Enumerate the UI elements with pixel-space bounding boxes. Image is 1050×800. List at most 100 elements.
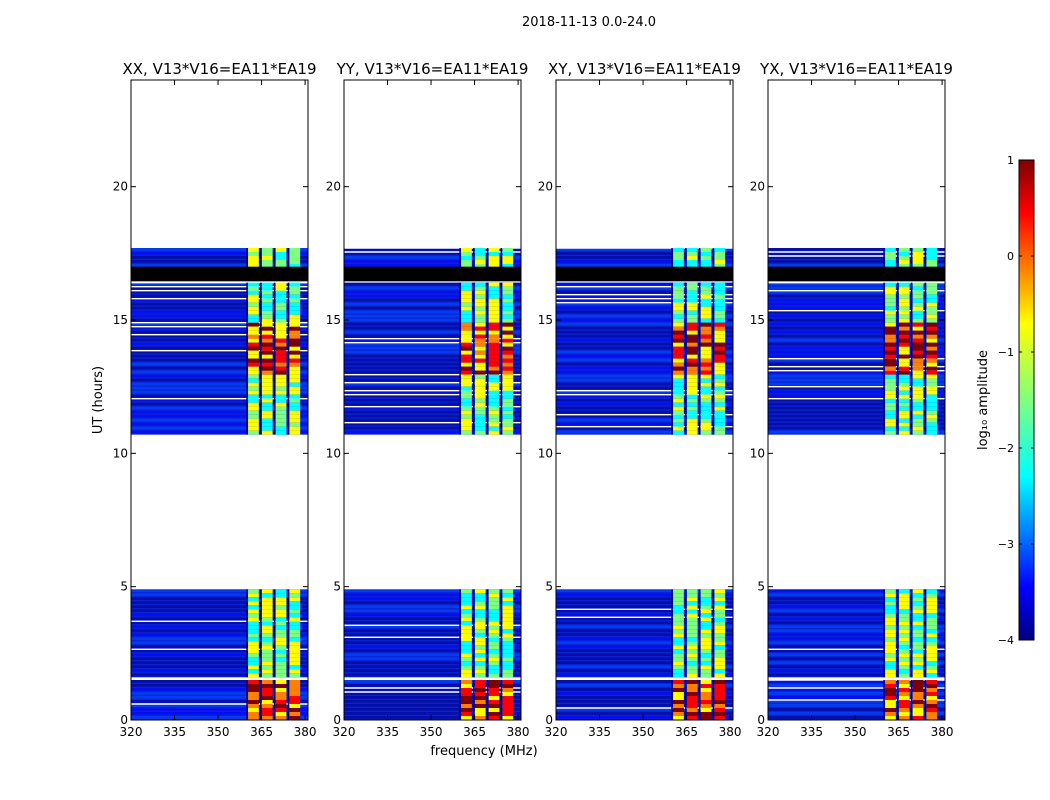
rfi-cell (686, 342, 698, 347)
rfi-cell (474, 410, 486, 415)
noise-strip (556, 350, 733, 354)
noise-strip (556, 629, 733, 633)
rfi-cell (289, 290, 301, 295)
rfi-cell (912, 342, 924, 347)
noise-strip (556, 696, 733, 699)
rfi-cell (700, 286, 712, 291)
rfi-cell (898, 653, 910, 658)
noise-strip (131, 601, 308, 605)
rfi-cell (248, 260, 259, 264)
rfi-cell (673, 629, 684, 634)
noise-strip (768, 645, 945, 649)
rfi-cell (898, 688, 910, 692)
rfi-cell (686, 390, 698, 395)
rfi-cell (700, 593, 712, 598)
rfi-cell (289, 378, 301, 383)
y-tick-label: 5 (757, 580, 765, 594)
rfi-cell (461, 700, 472, 704)
rfi-cell (700, 390, 712, 395)
noise-strip (344, 633, 521, 637)
noise-strip (344, 286, 521, 290)
rfi-cell (714, 294, 726, 299)
rfi-cell (926, 426, 938, 431)
rfi-cell (248, 418, 259, 423)
rfi-cell (289, 394, 301, 399)
rfi-cell (275, 653, 287, 658)
noise-strip (556, 256, 733, 259)
rfi-cell (488, 334, 500, 339)
noise-strip (131, 366, 308, 370)
axes-frame (555, 79, 734, 721)
rfi-cell (912, 318, 924, 323)
rfi-cell (248, 414, 259, 419)
rfi-cell (926, 248, 938, 252)
rfi-cell (502, 302, 514, 307)
noise-strip (131, 398, 308, 402)
rfi-cell (488, 426, 500, 431)
noise-strip (131, 692, 308, 695)
rfi-cell (926, 629, 938, 634)
rfi-cell (261, 617, 273, 622)
rfi-cell (912, 314, 924, 319)
rfi-cell (686, 402, 698, 407)
rfi-cell (488, 597, 500, 602)
rfi-cell (885, 326, 896, 331)
noise-strip (768, 256, 945, 259)
rfi-cell (714, 617, 726, 622)
rfi-cell (898, 410, 910, 415)
noise-strip (556, 589, 733, 593)
x-tick-label: 320 (545, 725, 568, 739)
rfi-cell (275, 613, 287, 618)
rfi-cell (261, 318, 273, 323)
rfi-cell (488, 605, 500, 610)
rfi-cell (488, 692, 500, 696)
noise-strip (344, 314, 521, 318)
rfi-cell (488, 302, 500, 307)
y-tick-label: 15 (326, 313, 341, 327)
rfi-cell (714, 302, 726, 307)
rfi-cell (885, 696, 896, 700)
rfi-cell (686, 692, 698, 696)
rfi-cell (885, 621, 896, 626)
noise-strip (768, 402, 945, 406)
rfi-cell (275, 684, 287, 688)
rfi-cell (926, 601, 938, 606)
rfi-cell (261, 260, 273, 264)
rfi-cell (248, 382, 259, 387)
rfi-cell (275, 673, 287, 678)
rfi-cell (926, 410, 938, 415)
rfi-cell (248, 350, 259, 355)
rfi-cell (275, 330, 287, 335)
rfi-cell (289, 362, 301, 367)
noise-strip (556, 402, 733, 406)
rfi-cell (885, 669, 896, 674)
noise-strip (768, 680, 945, 683)
rfi-cell (912, 605, 924, 610)
rfi-cell (686, 264, 698, 268)
rfi-cell (502, 370, 514, 375)
rfi-cell (714, 589, 726, 594)
rfi-cell (700, 704, 712, 708)
noise-strip (131, 330, 308, 334)
noise-strip (556, 358, 733, 362)
noise-strip (344, 696, 521, 699)
noise-strip (768, 649, 945, 653)
noise-strip (556, 669, 733, 673)
rfi-cell (700, 406, 712, 411)
noise-strip (768, 354, 945, 358)
rfi-cell (673, 334, 684, 339)
rfi-cell (912, 621, 924, 626)
rfi-cell (502, 282, 514, 287)
rfi-cell (714, 374, 726, 379)
rfi-cell (289, 684, 301, 688)
noise-strip (344, 248, 521, 251)
rfi-cell (461, 716, 472, 720)
rfi-cell (474, 306, 486, 311)
rfi-cell (926, 645, 938, 650)
rfi-cell (714, 680, 726, 684)
x-tick-label: 335 (800, 725, 823, 739)
rfi-cell (686, 358, 698, 363)
rfi-cell (289, 422, 301, 427)
rfi-cell (461, 374, 472, 379)
rfi-cell (502, 318, 514, 323)
